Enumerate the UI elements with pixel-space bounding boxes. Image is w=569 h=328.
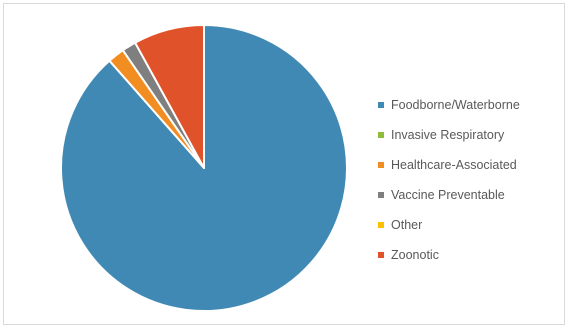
legend-item: Vaccine Preventable — [378, 180, 520, 210]
legend-item: Healthcare-Associated — [378, 150, 520, 180]
legend-swatch — [378, 222, 384, 228]
legend-label: Vaccine Preventable — [391, 188, 505, 202]
legend-label: Zoonotic — [391, 248, 439, 262]
legend-label: Healthcare-Associated — [391, 158, 517, 172]
legend: Foodborne/Waterborne Invasive Respiratory… — [378, 90, 520, 270]
pie-slice-zoonotic — [134, 24, 205, 169]
legend-item: Invasive Respiratory — [378, 120, 520, 150]
legend-swatch — [378, 102, 384, 108]
legend-label: Foodborne/Waterborne — [391, 98, 520, 112]
legend-item: Zoonotic — [378, 240, 520, 270]
legend-item: Foodborne/Waterborne — [378, 90, 520, 120]
legend-swatch — [378, 162, 384, 168]
legend-item: Other — [378, 210, 520, 240]
pie-chart — [60, 24, 348, 312]
legend-swatch — [378, 132, 384, 138]
legend-label: Invasive Respiratory — [391, 128, 505, 142]
legend-label: Other — [391, 218, 423, 232]
legend-swatch — [378, 192, 384, 198]
legend-swatch — [378, 252, 384, 258]
chart-area: Foodborne/Waterborne Invasive Respiratory… — [3, 3, 565, 325]
